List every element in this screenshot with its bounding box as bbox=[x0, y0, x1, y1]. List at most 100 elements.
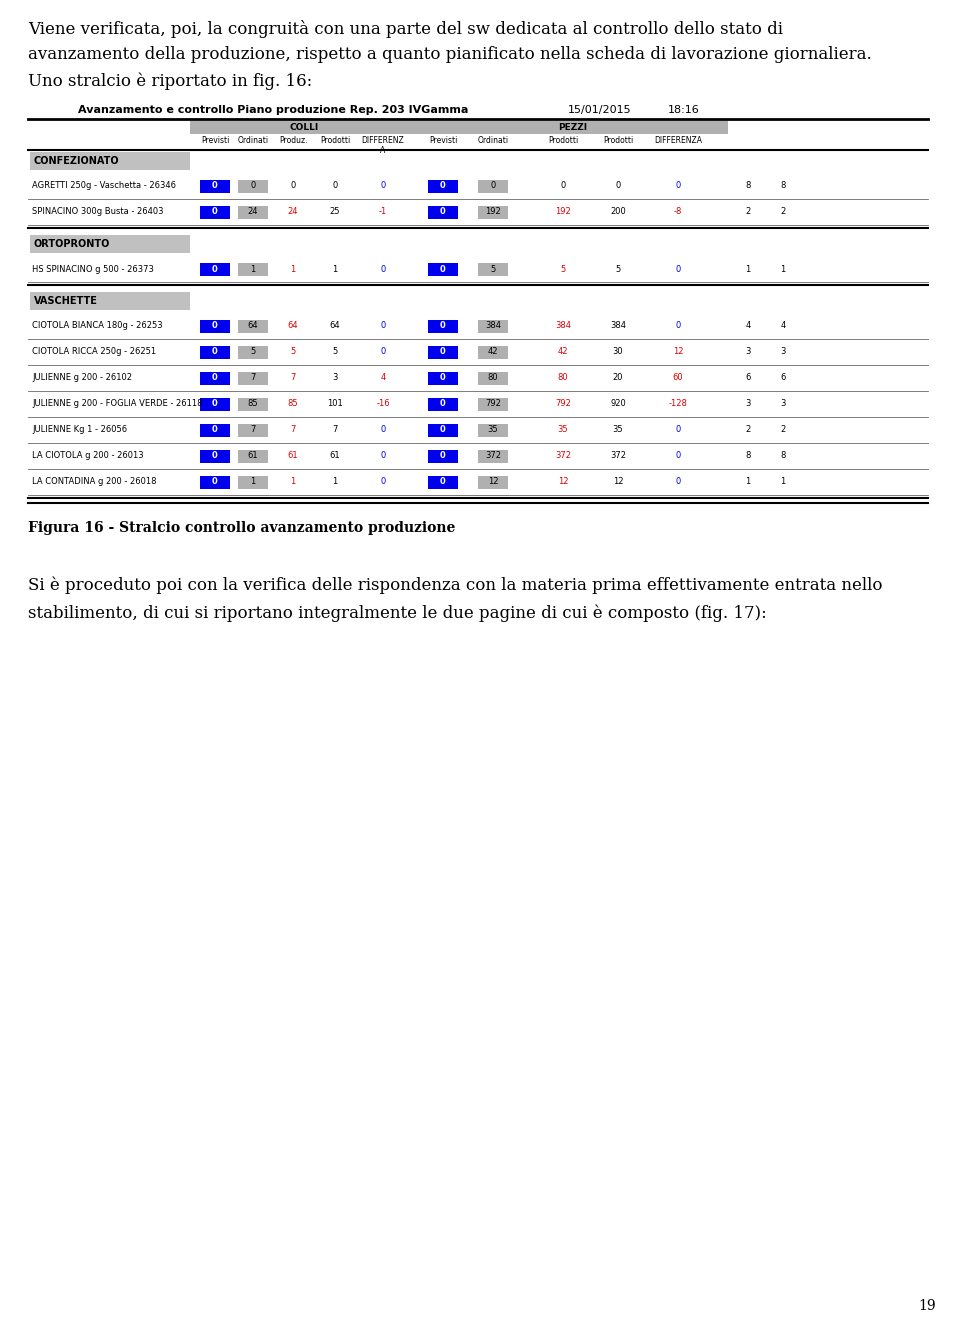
Text: -1: -1 bbox=[379, 207, 387, 217]
Text: 8: 8 bbox=[780, 451, 785, 460]
Text: 372: 372 bbox=[610, 451, 626, 460]
Text: 18:16: 18:16 bbox=[668, 105, 700, 114]
Text: ORTOPRONTO: ORTOPRONTO bbox=[34, 239, 110, 249]
Text: 0: 0 bbox=[212, 451, 218, 460]
Text: 64: 64 bbox=[248, 322, 258, 330]
Text: 35: 35 bbox=[488, 426, 498, 435]
Text: Si è proceduto poi con la verifica delle rispondenza con la materia prima effett: Si è proceduto poi con la verifica delle… bbox=[28, 576, 882, 593]
Text: 384: 384 bbox=[555, 322, 571, 330]
FancyBboxPatch shape bbox=[200, 346, 230, 359]
Text: 0: 0 bbox=[212, 181, 218, 190]
FancyBboxPatch shape bbox=[428, 206, 458, 218]
FancyBboxPatch shape bbox=[30, 293, 190, 310]
Text: 60: 60 bbox=[673, 374, 684, 383]
FancyBboxPatch shape bbox=[428, 319, 458, 332]
Text: 101: 101 bbox=[327, 399, 343, 408]
Text: 0: 0 bbox=[676, 477, 681, 487]
Text: 0: 0 bbox=[251, 181, 255, 190]
FancyBboxPatch shape bbox=[478, 346, 508, 359]
FancyBboxPatch shape bbox=[238, 423, 268, 436]
Text: PEZZI: PEZZI bbox=[559, 122, 588, 132]
FancyBboxPatch shape bbox=[200, 319, 230, 332]
Text: Previsti: Previsti bbox=[429, 136, 457, 145]
Text: 12: 12 bbox=[488, 477, 498, 487]
Text: Avanzamento e controllo Piano produzione Rep. 203 IVGamma: Avanzamento e controllo Piano produzione… bbox=[78, 105, 468, 114]
Text: JULIENNE g 200 - FOGLIA VERDE - 26118: JULIENNE g 200 - FOGLIA VERDE - 26118 bbox=[32, 399, 203, 408]
Text: Uno stralcio è riportato in fig. 16:: Uno stralcio è riportato in fig. 16: bbox=[28, 72, 312, 89]
Text: Ordinati: Ordinati bbox=[237, 136, 269, 145]
FancyBboxPatch shape bbox=[30, 152, 190, 170]
Text: 792: 792 bbox=[555, 399, 571, 408]
Text: 1: 1 bbox=[332, 477, 338, 487]
FancyBboxPatch shape bbox=[30, 235, 190, 253]
Text: 200: 200 bbox=[611, 207, 626, 217]
Text: 0: 0 bbox=[380, 426, 386, 435]
Text: 85: 85 bbox=[248, 399, 258, 408]
FancyBboxPatch shape bbox=[200, 423, 230, 436]
Text: CIOTOLA RICCA 250g - 26251: CIOTOLA RICCA 250g - 26251 bbox=[32, 347, 156, 356]
Text: 4: 4 bbox=[380, 374, 386, 383]
Text: DIFFERENZA: DIFFERENZA bbox=[654, 136, 702, 145]
FancyBboxPatch shape bbox=[478, 398, 508, 411]
Text: 80: 80 bbox=[488, 374, 498, 383]
Text: 0: 0 bbox=[212, 477, 218, 487]
FancyBboxPatch shape bbox=[200, 262, 230, 275]
Text: 3: 3 bbox=[780, 399, 785, 408]
Text: 19: 19 bbox=[919, 1299, 936, 1313]
FancyBboxPatch shape bbox=[478, 262, 508, 275]
FancyBboxPatch shape bbox=[238, 450, 268, 463]
Text: 792: 792 bbox=[485, 399, 501, 408]
FancyBboxPatch shape bbox=[428, 398, 458, 411]
FancyBboxPatch shape bbox=[200, 398, 230, 411]
Text: 384: 384 bbox=[610, 322, 626, 330]
Text: 64: 64 bbox=[329, 322, 340, 330]
Text: 3: 3 bbox=[745, 347, 751, 356]
Text: 42: 42 bbox=[488, 347, 498, 356]
FancyBboxPatch shape bbox=[428, 423, 458, 436]
Text: 7: 7 bbox=[332, 426, 338, 435]
Text: 85: 85 bbox=[288, 399, 299, 408]
Text: 384: 384 bbox=[485, 322, 501, 330]
Text: DIFFERENZ
A: DIFFERENZ A bbox=[362, 136, 404, 154]
FancyBboxPatch shape bbox=[428, 371, 458, 384]
Text: 0: 0 bbox=[676, 181, 681, 190]
FancyBboxPatch shape bbox=[478, 180, 508, 193]
Text: 0: 0 bbox=[440, 451, 445, 460]
Text: 6: 6 bbox=[745, 374, 751, 383]
Text: 61: 61 bbox=[329, 451, 340, 460]
Text: CIOTOLA BIANCA 180g - 26253: CIOTOLA BIANCA 180g - 26253 bbox=[32, 322, 162, 330]
Text: 0: 0 bbox=[440, 322, 445, 330]
Text: 24: 24 bbox=[288, 207, 299, 217]
Text: -128: -128 bbox=[668, 399, 687, 408]
Text: AGRETTI 250g - Vaschetta - 26346: AGRETTI 250g - Vaschetta - 26346 bbox=[32, 181, 176, 190]
Text: 2: 2 bbox=[780, 207, 785, 217]
Text: 0: 0 bbox=[212, 347, 218, 356]
Text: 0: 0 bbox=[212, 374, 218, 383]
Text: 0: 0 bbox=[332, 181, 338, 190]
FancyBboxPatch shape bbox=[428, 450, 458, 463]
FancyBboxPatch shape bbox=[428, 180, 458, 193]
Text: avanzamento della produzione, rispetto a quanto pianificato nella scheda di lavo: avanzamento della produzione, rispetto a… bbox=[28, 47, 872, 63]
Text: 30: 30 bbox=[612, 347, 623, 356]
Text: stabilimento, di cui si riportano integralmente le due pagine di cui è composto : stabilimento, di cui si riportano integr… bbox=[28, 604, 767, 621]
FancyBboxPatch shape bbox=[478, 206, 508, 218]
Text: 1: 1 bbox=[251, 477, 255, 487]
FancyBboxPatch shape bbox=[238, 180, 268, 193]
Text: Produz.: Produz. bbox=[278, 136, 307, 145]
Text: 1: 1 bbox=[332, 265, 338, 274]
Text: 12: 12 bbox=[673, 347, 684, 356]
Text: 4: 4 bbox=[780, 322, 785, 330]
FancyBboxPatch shape bbox=[200, 206, 230, 218]
Text: HS SPINACINO g 500 - 26373: HS SPINACINO g 500 - 26373 bbox=[32, 265, 154, 274]
Text: 35: 35 bbox=[612, 426, 623, 435]
FancyBboxPatch shape bbox=[200, 180, 230, 193]
Text: 5: 5 bbox=[491, 265, 495, 274]
Text: Prodotti: Prodotti bbox=[603, 136, 634, 145]
Text: 7: 7 bbox=[290, 374, 296, 383]
Text: 64: 64 bbox=[288, 322, 299, 330]
Text: 920: 920 bbox=[611, 399, 626, 408]
FancyBboxPatch shape bbox=[478, 476, 508, 488]
Text: 0: 0 bbox=[380, 451, 386, 460]
FancyBboxPatch shape bbox=[238, 346, 268, 359]
Text: 372: 372 bbox=[485, 451, 501, 460]
